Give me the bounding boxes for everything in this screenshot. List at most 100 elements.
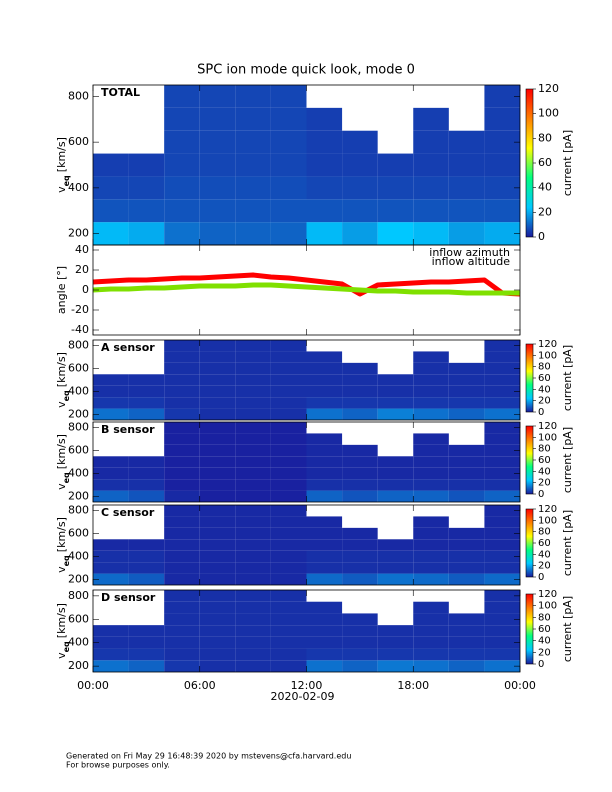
heatmap-cell <box>128 199 165 223</box>
heatmap-cell <box>235 490 271 502</box>
heatmap-cell <box>484 601 520 614</box>
heatmap-cell <box>484 625 520 637</box>
colorbar-tick-label: 20 <box>538 205 552 218</box>
heatmap-cell <box>448 648 485 661</box>
colorbar-tick-label: 60 <box>538 455 551 466</box>
heatmap-cell <box>306 601 343 614</box>
heatmap-cell <box>484 444 520 457</box>
heatmap-cell <box>235 433 271 445</box>
colorbar <box>525 343 534 413</box>
colorbar-tick-label: 120 <box>538 82 559 95</box>
heatmap-cell <box>413 374 449 386</box>
heatmap-cell <box>377 374 414 386</box>
heatmap-cell <box>199 562 236 574</box>
heatmap-cell <box>413 550 449 563</box>
heatmap-cell <box>235 153 271 177</box>
heatmap-cell <box>270 444 307 457</box>
heatmap-cell <box>93 625 129 637</box>
y-axis-label-part: [km/s] <box>55 517 68 552</box>
heatmap-cell <box>235 601 271 614</box>
heatmap-cell <box>235 340 271 352</box>
heatmap-cell <box>164 648 200 661</box>
y-axis-label-part: v <box>55 186 68 193</box>
heatmap-cell <box>270 107 307 131</box>
heatmap-cell <box>199 199 236 223</box>
heatmap-cell <box>342 374 378 386</box>
heatmap-cell <box>377 479 414 491</box>
heatmap-cell <box>235 562 271 574</box>
heatmap-cell <box>306 130 343 154</box>
heatmap-cell <box>199 456 236 468</box>
heatmap-cell <box>377 539 414 551</box>
y-tick-label: 0 <box>82 283 89 296</box>
heatmap-cell <box>306 444 343 457</box>
heatmap-cell <box>93 408 129 420</box>
heatmap-cell <box>484 397 520 409</box>
y-tick-label: 400 <box>68 181 89 194</box>
heatmap-cell <box>413 397 449 409</box>
heatmap-cell <box>484 85 520 108</box>
colorbar-tick-label: 40 <box>538 384 551 395</box>
heatmap-cell <box>306 456 343 468</box>
heatmap-cell <box>413 660 449 672</box>
heatmap-cell <box>164 590 200 602</box>
heatmap-cell <box>93 660 129 672</box>
heatmap-cell <box>306 648 343 661</box>
heatmap-cell <box>413 613 449 626</box>
heatmap-cell <box>448 176 485 200</box>
heatmap-cell <box>342 613 378 626</box>
heatmap-cell <box>342 444 378 457</box>
heatmap-cell <box>164 490 200 502</box>
heatmap-cell <box>413 199 449 223</box>
heatmap-cell <box>235 374 271 386</box>
heatmap-cell <box>199 601 236 614</box>
heatmap-cell <box>235 550 271 563</box>
heatmap-cell <box>235 408 271 420</box>
heatmap-cell <box>164 550 200 563</box>
heatmap-cell <box>377 385 414 398</box>
heatmap-cell <box>413 222 449 245</box>
heatmap-cell <box>342 199 378 223</box>
heatmap-cell <box>484 550 520 563</box>
heatmap-cell <box>413 444 449 457</box>
heatmap-cell <box>128 490 165 502</box>
heatmap-cell <box>164 562 200 574</box>
heatmap-cell <box>128 222 165 245</box>
heatmap-cell <box>270 199 307 223</box>
panel-label: TOTAL <box>101 86 140 99</box>
heatmap-cell <box>199 539 236 551</box>
y-axis-label-part: v <box>55 652 68 659</box>
heatmap-cell <box>484 385 520 398</box>
y-axis-label-sub: eq <box>62 390 71 401</box>
heatmap-cell <box>377 648 414 661</box>
x-axis-label: 2020-02-09 <box>271 690 335 703</box>
heatmap-cell <box>484 153 520 177</box>
heatmap-cell <box>306 516 343 528</box>
heatmap-cell <box>270 467 307 480</box>
heatmap-cell <box>306 573 343 585</box>
heatmap-cell <box>484 505 520 517</box>
colorbar-tick-label: 0 <box>538 407 544 418</box>
heatmap-cell <box>270 636 307 649</box>
heatmap-cell <box>377 660 414 672</box>
heatmap-cell <box>377 625 414 637</box>
heatmap-cell <box>128 573 165 585</box>
y-tick-label: 800 <box>68 89 89 102</box>
heatmap-cell <box>306 636 343 649</box>
colorbar-tick-label: 60 <box>538 538 551 549</box>
y-tick-label: 800 <box>68 589 89 602</box>
heatmap-cell <box>448 362 485 375</box>
heatmap-cell <box>342 539 378 551</box>
heatmap-cell <box>342 636 378 649</box>
heatmap-cell <box>448 456 485 468</box>
heatmap-cell <box>128 397 165 409</box>
heatmap-cell <box>270 433 307 445</box>
heatmap-cell <box>199 660 236 672</box>
heatmap-cell <box>413 467 449 480</box>
x-tick-label: 18:00 <box>397 679 429 692</box>
heatmap-cell <box>342 660 378 672</box>
y-axis-label: angle [°] <box>55 266 68 314</box>
heatmap-cell <box>306 625 343 637</box>
heatmap-cell <box>93 479 129 491</box>
heatmap-cell <box>484 573 520 585</box>
